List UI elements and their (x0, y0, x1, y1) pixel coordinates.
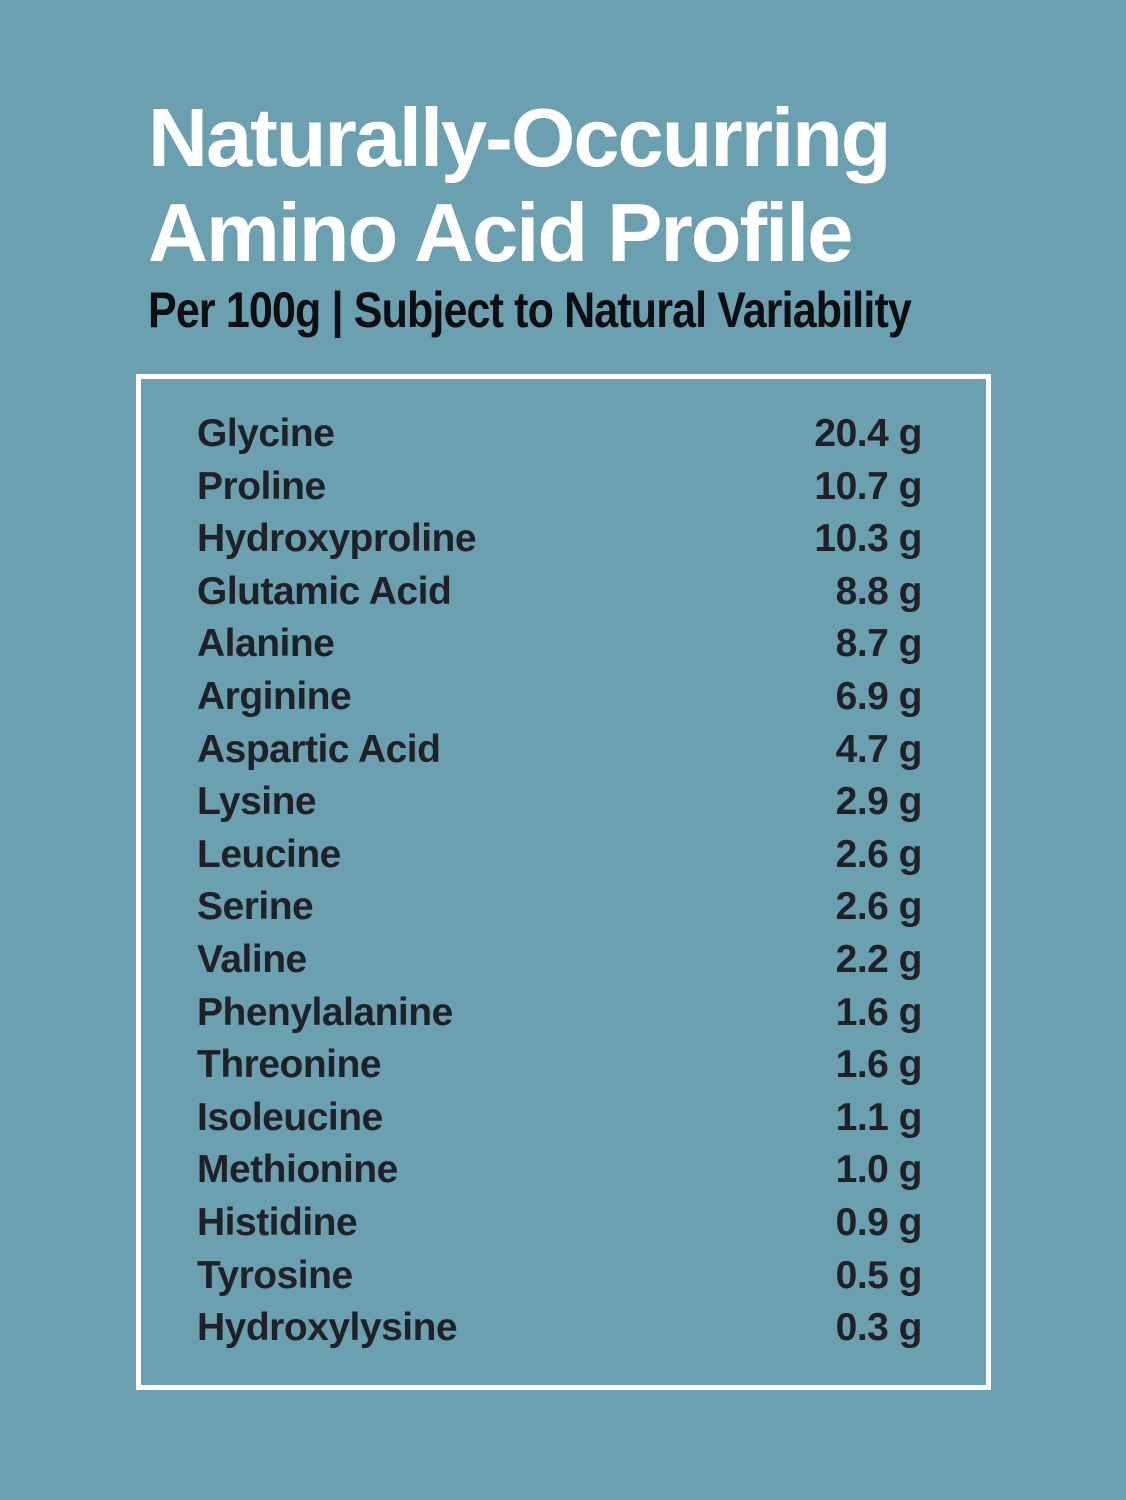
amino-name: Lysine (197, 780, 317, 824)
amino-name: Phenylalanine (197, 990, 453, 1034)
amino-amount: 8.7 g (835, 622, 923, 666)
amino-name: Histidine (197, 1200, 358, 1244)
amino-amount: 0.5 g (835, 1253, 923, 1297)
amino-amount: 2.6 g (835, 885, 923, 929)
amino-name: Proline (197, 464, 326, 508)
table-row: Lysine 2.9 g (197, 776, 923, 829)
table-row: Aspartic Acid 4.7 g (197, 724, 923, 777)
amino-amount: 1.0 g (835, 1148, 923, 1192)
amino-name: Tyrosine (197, 1253, 353, 1297)
amino-amount: 20.4 g (814, 412, 922, 455)
amino-name: Leucine (197, 832, 341, 876)
amino-name: Arginine (197, 674, 352, 718)
amino-name: Methionine (197, 1148, 398, 1192)
amino-name: Alanine (197, 622, 335, 666)
table-row: Alanine 8.7 g (197, 618, 923, 671)
table-row: Glutamic Acid 8.8 g (197, 566, 923, 619)
amino-amount: 2.9 g (835, 780, 923, 824)
table-row: Valine 2.2 g (197, 934, 923, 987)
amino-amount: 2.6 g (835, 832, 923, 876)
amino-name: Serine (197, 885, 314, 929)
table-row: Leucine 2.6 g (197, 829, 923, 882)
amino-name: Aspartic Acid (197, 727, 441, 771)
table-row: Hydroxylysine 0.3 g (197, 1302, 923, 1355)
table-row: Histidine 0.9 g (197, 1197, 923, 1250)
amino-amount: 4.7 g (835, 727, 923, 771)
table-row: Tyrosine 0.5 g (197, 1250, 923, 1303)
table-row: Threonine 1.6 g (197, 1039, 923, 1092)
table-row: Proline 10.7 g (197, 461, 922, 514)
page-subtitle: Per 100g | Subject to Natural Variabilit… (148, 282, 1035, 338)
amino-name: Valine (197, 937, 307, 981)
table-row: Glycine 20.4 g (197, 408, 922, 461)
table-row: Serine 2.6 g (197, 881, 923, 934)
title-line-1: Naturally-Occurring (148, 91, 891, 184)
table-row: Methionine 1.0 g (197, 1144, 923, 1197)
table-row: Arginine 6.9 g (197, 671, 923, 724)
amino-amount: 2.2 g (835, 937, 923, 981)
subtitle-text: Per 100g | Subject to Natural Variabilit… (148, 282, 912, 338)
amino-amount: 10.7 g (814, 464, 922, 508)
amino-amount: 1.1 g (835, 1095, 923, 1139)
amino-amount: 8.8 g (835, 569, 923, 613)
amino-amount: 0.9 g (835, 1200, 923, 1244)
amino-name: Threonine (197, 1043, 382, 1087)
table-row: Hydroxyproline 10.3 g (197, 513, 922, 566)
amino-name: Hydroxylysine (197, 1306, 458, 1350)
amino-amount: 1.6 g (835, 1043, 923, 1087)
amino-name: Glutamic Acid (197, 569, 452, 613)
title-line-2: Amino Acid Profile (148, 186, 853, 279)
amino-name: Isoleucine (197, 1095, 383, 1139)
table-row: Isoleucine 1.1 g (197, 1092, 923, 1145)
amino-name: Glycine (197, 412, 335, 455)
table-row: Phenylalanine 1.6 g (197, 987, 923, 1040)
amino-amount: 10.3 g (814, 517, 922, 561)
amino-amount: 6.9 g (835, 674, 923, 718)
amino-amount: 1.6 g (835, 990, 923, 1034)
amino-amount: 0.3 g (835, 1306, 923, 1350)
amino-name: Hydroxyproline (197, 517, 477, 561)
amino-acid-table: Glycine 20.4 g Proline 10.7 g Hydroxyproline… (136, 374, 991, 1390)
page-title: Naturally-Occurring Amino Acid Profile (148, 90, 891, 280)
